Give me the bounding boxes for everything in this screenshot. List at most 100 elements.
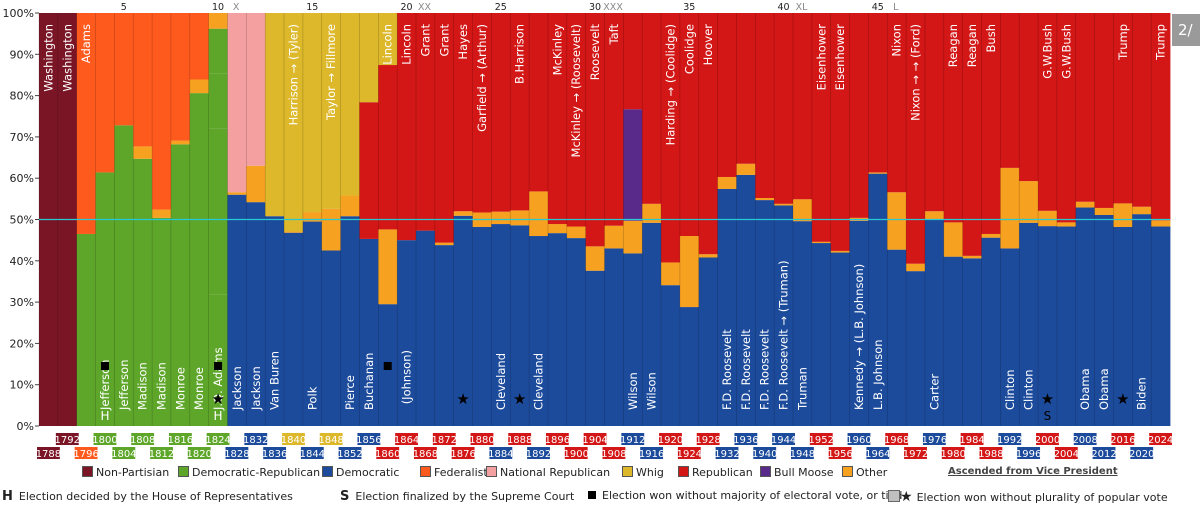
bar-segment — [623, 13, 643, 110]
bar-segment — [566, 238, 587, 426]
y-tick-label: 30% — [10, 296, 34, 309]
year-badge — [338, 447, 362, 459]
year-label: 1944 — [771, 435, 796, 446]
bar-segment — [397, 13, 417, 241]
bar-segment — [943, 222, 964, 257]
top-marker: XX — [418, 2, 432, 13]
legend-label: National Republican — [500, 466, 611, 479]
swatch-federalist — [420, 466, 431, 477]
winner-label: McKinley → (Roosevelt) — [569, 24, 583, 157]
year-badge — [621, 433, 645, 445]
year-label: 2000 — [1035, 435, 1060, 446]
year-label: 1932 — [714, 449, 739, 460]
bar-segment — [623, 109, 643, 221]
winner-label: Obama — [1078, 368, 1092, 410]
bar-segment — [1113, 226, 1133, 426]
year-badge — [545, 433, 569, 445]
legend-item-democratic-republican: Democratic-Republican — [178, 466, 320, 482]
bar-segment — [566, 226, 587, 239]
winner-label: Eisenhower — [833, 24, 847, 91]
year-label: 1888 — [507, 435, 532, 446]
bar-segment — [284, 231, 304, 233]
winner-label: Obama — [1097, 368, 1111, 410]
bar-segment — [906, 13, 926, 264]
year-label: 1788 — [36, 449, 61, 460]
winner-label: Eisenhower — [814, 24, 828, 91]
year-badge — [319, 433, 343, 445]
year-badge — [225, 447, 249, 459]
year-label: 1908 — [601, 449, 626, 460]
bar-segment — [1000, 13, 1020, 168]
year-badge — [93, 433, 117, 445]
bar-segment — [1094, 207, 1114, 215]
bar-segment — [1056, 222, 1077, 227]
bar-segment — [887, 249, 907, 426]
bar-segment — [793, 13, 813, 200]
bar-segment — [868, 172, 888, 174]
legend-label: Democratic-Republican — [192, 466, 321, 479]
bar-segment — [717, 13, 737, 177]
bar-segment — [830, 13, 850, 251]
bar-segment — [340, 216, 360, 426]
bar-segment — [736, 163, 756, 175]
bar-segment — [793, 221, 813, 426]
year-badge — [602, 447, 626, 459]
winner-label: Buchanan — [362, 353, 376, 410]
election-chart: 0% 10% 20% 30% 40% 50% 60% 70% 80% 90% 100% Washing… — [3, 2, 1174, 460]
winner-label: Nixon — [890, 24, 904, 57]
bar-segment — [962, 258, 982, 426]
bar-segment — [774, 205, 794, 426]
year-label: 1864 — [394, 435, 419, 446]
year-label: 2024 — [1148, 435, 1173, 446]
year-badge — [564, 447, 588, 459]
bar-segment — [1094, 13, 1114, 208]
bar-segment — [491, 13, 511, 212]
bar-segment — [962, 13, 982, 256]
bar-segment — [453, 13, 473, 212]
bar-segment — [397, 240, 417, 426]
winner-label: Jackson — [230, 366, 244, 411]
y-tick-label: 90% — [10, 48, 34, 61]
bar-segment — [133, 146, 153, 159]
year-badge — [395, 433, 418, 445]
y-tick-label: 70% — [10, 131, 34, 144]
house-mark: H — [100, 409, 109, 423]
year-badge — [1036, 433, 1059, 445]
bar-segment — [340, 13, 360, 196]
winner-label: Madison — [136, 362, 150, 410]
year-badge — [244, 433, 268, 445]
bar-segment — [1113, 13, 1133, 204]
year-badge — [55, 433, 79, 445]
bar-segment — [529, 13, 549, 192]
winner-label: Harding → (Coolidge) — [663, 24, 677, 145]
year-badge — [451, 447, 475, 459]
bar-segment — [679, 13, 700, 237]
year-badge — [1111, 433, 1135, 445]
year-badge — [885, 433, 909, 445]
bar-segment — [208, 128, 228, 295]
bar-segment — [170, 144, 191, 427]
winner-label: Garfield → (Arthur) — [475, 24, 489, 132]
y-tick-label: 40% — [10, 255, 34, 268]
year-badge — [37, 447, 60, 459]
winner-label: Biden — [1135, 377, 1149, 410]
winner-label: G.W.Bush — [1059, 24, 1073, 79]
y-tick-label: 60% — [10, 172, 34, 185]
bar-segment — [416, 13, 436, 231]
year-badge — [150, 447, 173, 459]
bar-segment — [604, 13, 624, 226]
bar-segment — [1056, 13, 1077, 223]
swatch-democratic — [322, 466, 333, 477]
year-label: 1876 — [450, 449, 475, 460]
year-label: 1880 — [469, 435, 494, 446]
year-badge — [527, 447, 550, 459]
bar-segment — [1132, 214, 1152, 426]
bar-segment — [642, 203, 662, 223]
year-label: 1952 — [809, 435, 834, 446]
bar-segment — [359, 238, 379, 426]
year-label: 1792 — [55, 435, 80, 446]
legend-label: Whig — [636, 466, 664, 479]
bar-segment — [434, 13, 455, 243]
star-mark: ★ — [1116, 390, 1129, 408]
bar-segment — [208, 13, 228, 29]
